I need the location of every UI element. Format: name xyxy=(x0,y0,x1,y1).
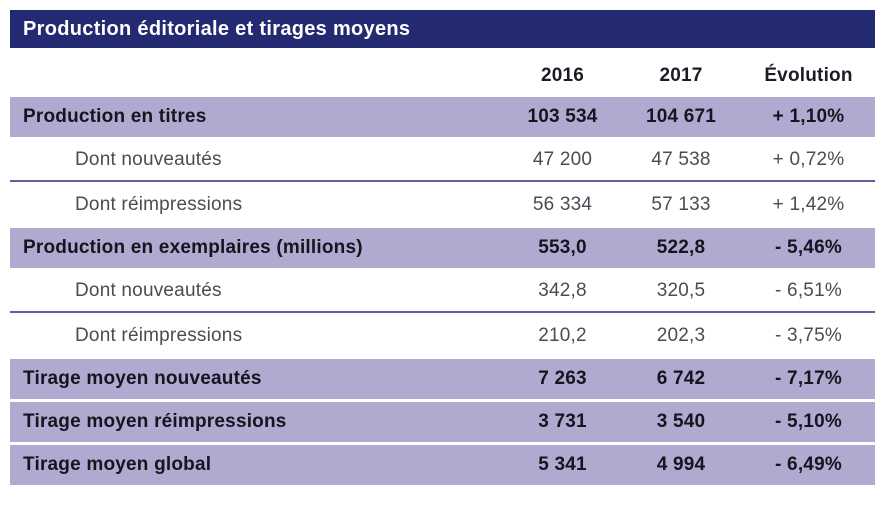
value-evolution: - 6,51% xyxy=(742,271,875,313)
value-evolution: + 1,10% xyxy=(742,97,875,137)
header-empty-cell xyxy=(10,58,505,94)
table-row: Production en exemplaires (millions) 553… xyxy=(10,228,875,268)
header-evolution: Évolution xyxy=(764,65,853,86)
value-2016: 342,8 xyxy=(505,271,620,313)
table-row: Dont réimpressions 56 334 57 133 + 1,42% xyxy=(10,185,875,225)
value-2017: 104 671 xyxy=(620,97,742,137)
row-label: Tirage moyen nouveautés xyxy=(10,359,505,399)
row-label: Dont nouveautés xyxy=(10,271,505,313)
row-label: Production en exemplaires (millions) xyxy=(10,228,505,268)
row-label: Tirage moyen réimpressions xyxy=(10,402,505,442)
value-2017: 6 742 xyxy=(620,359,742,399)
table-title: Production éditoriale et tirages moyens xyxy=(23,17,411,40)
value-2017: 202,3 xyxy=(620,316,742,356)
value-2017: 57 133 xyxy=(620,185,742,225)
table-row: Dont nouveautés 342,8 320,5 - 6,51% xyxy=(10,271,875,313)
value-evolution: + 1,42% xyxy=(742,185,875,225)
table-title-bar: Production éditoriale et tirages moyens xyxy=(10,10,875,48)
value-2017: 522,8 xyxy=(620,228,742,268)
header-2017: 2017 xyxy=(659,65,703,86)
row-label: Tirage moyen global xyxy=(10,445,505,485)
value-2017: 3 540 xyxy=(620,402,742,442)
value-2016: 103 534 xyxy=(505,97,620,137)
table-row: Production en titres 103 534 104 671 + 1… xyxy=(10,97,875,137)
header-2016: 2016 xyxy=(540,65,585,86)
value-2016: 553,0 xyxy=(505,228,620,268)
value-evolution: - 5,46% xyxy=(742,228,875,268)
production-table: 2016 2017 Évolution Production en titres… xyxy=(10,55,875,488)
row-label: Dont réimpressions xyxy=(10,316,505,356)
value-evolution: + 0,72% xyxy=(742,140,875,182)
table-row: Tirage moyen global 5 341 4 994 - 6,49% xyxy=(10,445,875,485)
value-2016: 5 341 xyxy=(505,445,620,485)
value-evolution: - 5,10% xyxy=(742,402,875,442)
table-row: Tirage moyen nouveautés 7 263 6 742 - 7,… xyxy=(10,359,875,399)
value-2016: 210,2 xyxy=(505,316,620,356)
value-2016: 3 731 xyxy=(505,402,620,442)
table-row: Dont réimpressions 210,2 202,3 - 3,75% xyxy=(10,316,875,356)
value-2016: 7 263 xyxy=(505,359,620,399)
value-2017: 320,5 xyxy=(620,271,742,313)
value-2016: 56 334 xyxy=(505,185,620,225)
table-row: Tirage moyen réimpressions 3 731 3 540 -… xyxy=(10,402,875,442)
value-2016: 47 200 xyxy=(505,140,620,182)
table-row: Dont nouveautés 47 200 47 538 + 0,72% xyxy=(10,140,875,182)
table-header: 2016 2017 Évolution xyxy=(10,58,875,94)
value-evolution: - 3,75% xyxy=(742,316,875,356)
table-body: Production en titres 103 534 104 671 + 1… xyxy=(10,97,875,485)
header-row: 2016 2017 Évolution xyxy=(10,58,875,94)
value-2017: 4 994 xyxy=(620,445,742,485)
value-evolution: - 6,49% xyxy=(742,445,875,485)
row-label: Dont réimpressions xyxy=(10,185,505,225)
row-label: Production en titres xyxy=(10,97,505,137)
value-2017: 47 538 xyxy=(620,140,742,182)
value-evolution: - 7,17% xyxy=(742,359,875,399)
row-label: Dont nouveautés xyxy=(10,140,505,182)
